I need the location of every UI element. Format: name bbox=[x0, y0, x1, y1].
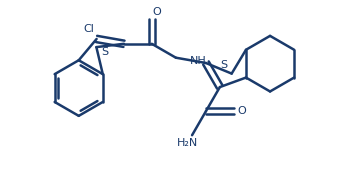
Text: H₂N: H₂N bbox=[176, 138, 198, 148]
Text: S: S bbox=[101, 47, 108, 57]
Text: O: O bbox=[237, 106, 246, 116]
Text: S: S bbox=[220, 60, 227, 70]
Text: Cl: Cl bbox=[83, 24, 94, 34]
Text: NH: NH bbox=[190, 56, 207, 66]
Text: O: O bbox=[153, 7, 161, 17]
